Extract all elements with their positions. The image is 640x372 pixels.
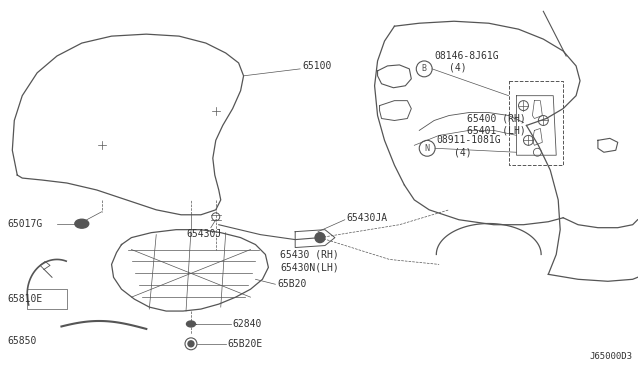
Text: 08911-1081G: 08911-1081G — [436, 135, 500, 145]
Text: 65430JA: 65430JA — [347, 213, 388, 223]
Text: 65B20: 65B20 — [277, 279, 307, 289]
Text: 62840: 62840 — [233, 319, 262, 329]
Text: 65850: 65850 — [7, 336, 36, 346]
Text: (4): (4) — [454, 147, 472, 157]
Text: 65810E: 65810E — [7, 294, 43, 304]
Text: N: N — [425, 144, 429, 153]
Circle shape — [188, 341, 194, 347]
Text: 65430N(LH): 65430N(LH) — [280, 262, 339, 272]
Text: 65017G: 65017G — [7, 219, 43, 229]
Text: (4): (4) — [449, 63, 467, 73]
Circle shape — [315, 232, 325, 243]
Text: 65401 (LH): 65401 (LH) — [467, 125, 525, 135]
Text: 65400 (RH): 65400 (RH) — [467, 113, 525, 124]
Text: 65430 (RH): 65430 (RH) — [280, 250, 339, 260]
Ellipse shape — [186, 321, 195, 327]
Ellipse shape — [75, 219, 89, 228]
Text: 65B20E: 65B20E — [228, 339, 263, 349]
Text: 65430J: 65430J — [186, 229, 221, 239]
Text: 65100: 65100 — [302, 61, 332, 71]
Text: B: B — [422, 64, 427, 73]
Text: 08146-8J61G: 08146-8J61G — [434, 51, 499, 61]
Text: J65000D3: J65000D3 — [589, 352, 633, 361]
